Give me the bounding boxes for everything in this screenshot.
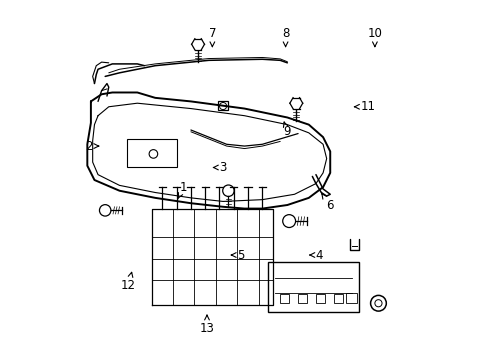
Bar <box>315 294 324 303</box>
Bar <box>333 294 342 303</box>
Text: 13: 13 <box>199 315 214 335</box>
Text: 1: 1 <box>178 181 187 199</box>
Bar <box>126 139 176 167</box>
Text: 9: 9 <box>283 122 290 138</box>
Bar <box>267 262 358 312</box>
Text: 4: 4 <box>309 248 323 261</box>
Text: 8: 8 <box>281 27 289 46</box>
Text: 10: 10 <box>366 27 382 46</box>
Circle shape <box>222 185 234 197</box>
Circle shape <box>99 204 111 216</box>
Bar <box>346 293 356 303</box>
Text: 2: 2 <box>85 140 99 153</box>
Text: 12: 12 <box>121 272 136 292</box>
Text: 5: 5 <box>231 248 244 261</box>
Bar <box>217 102 228 111</box>
Text: 11: 11 <box>354 100 374 113</box>
Text: 6: 6 <box>321 194 333 212</box>
Circle shape <box>282 215 295 228</box>
Text: 3: 3 <box>213 161 226 174</box>
Bar <box>280 294 288 303</box>
Bar <box>298 294 306 303</box>
Text: 7: 7 <box>208 27 216 46</box>
